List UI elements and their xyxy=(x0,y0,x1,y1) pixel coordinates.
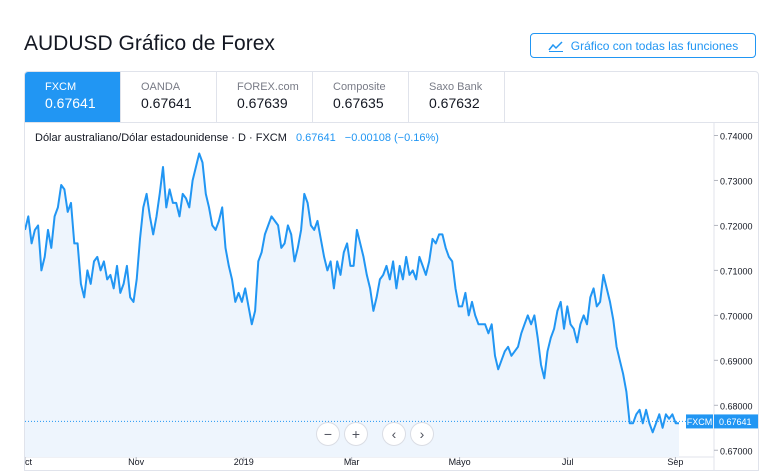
page-title: AUDUSD Gráfico de Forex xyxy=(24,32,275,55)
series-name-label: FXCM xyxy=(687,417,713,427)
legend-change: −0.00108 (−0.16%) xyxy=(344,132,439,144)
minus-icon: − xyxy=(323,426,333,442)
tab-name: FOREX.com xyxy=(237,81,299,93)
series-name-badge xyxy=(686,414,713,429)
price-area xyxy=(25,153,679,457)
zoom-out-button[interactable]: − xyxy=(317,423,339,445)
scroll-right-button[interactable]: › xyxy=(411,423,433,445)
tab-forex-com[interactable]: FOREX.com 0.67639 xyxy=(217,72,313,122)
chart-controls: − + ‹ › xyxy=(317,423,433,445)
broker-tabs: FXCM 0.67641 OANDA 0.67641 FOREX.com 0.6… xyxy=(25,72,505,122)
scroll-left-button[interactable]: ‹ xyxy=(383,423,405,445)
price-line xyxy=(25,152,679,434)
chart-line-icon xyxy=(548,40,563,52)
full-chart-label: Gráfico con todas las funciones xyxy=(570,38,739,53)
last-price-badge xyxy=(714,414,758,429)
tab-name: FXCM xyxy=(45,81,77,93)
tab-fxcm[interactable]: FXCM 0.67641 xyxy=(25,72,121,122)
y-tick-label: 0.72000 xyxy=(720,221,753,231)
y-tick-label: 0.73000 xyxy=(720,176,753,186)
tab-price: 0.67641 xyxy=(141,95,192,111)
tabs-divider xyxy=(25,122,758,123)
tab-price: 0.67641 xyxy=(45,95,96,111)
legend-symbol: Dólar australiano/Dólar estadounidense ·… xyxy=(35,132,287,144)
y-tick-label: 0.69000 xyxy=(720,356,753,366)
x-tick-label: Nov xyxy=(128,457,145,467)
last-price-label: 0.67641 xyxy=(719,417,752,427)
tab-price: 0.67635 xyxy=(333,95,384,111)
x-tick-label: 2019 xyxy=(234,457,254,467)
x-tick-label: Mayo xyxy=(449,457,471,467)
chevron-right-icon: › xyxy=(419,426,425,442)
y-tick-label: 0.70000 xyxy=(720,311,753,321)
chart-panel: FXCM 0.67641 OANDA 0.67641 FOREX.com 0.6… xyxy=(24,71,759,471)
x-tick-label: Mar xyxy=(344,457,360,467)
tab-name: Composite xyxy=(333,81,386,93)
tab-oanda[interactable]: OANDA 0.67641 xyxy=(121,72,217,122)
tab-name: Saxo Bank xyxy=(429,81,483,93)
y-tick-label: 0.67000 xyxy=(720,446,753,456)
x-tick-label: Jul xyxy=(562,457,574,467)
tab-price: 0.67639 xyxy=(237,95,288,111)
legend-last: 0.67641 xyxy=(295,132,336,144)
y-tick-label: 0.71000 xyxy=(720,266,753,276)
x-tick-label: Sep xyxy=(667,457,683,467)
price-chart[interactable]: 0.74000 0.73000 0.72000 0.71000 0.70000 0.690… xyxy=(25,72,759,471)
chart-legend: Dólar australiano/Dólar estadounidense ·… xyxy=(35,132,439,144)
zoom-in-button[interactable]: + xyxy=(345,423,367,445)
plus-icon: + xyxy=(351,426,361,442)
chevron-left-icon: ‹ xyxy=(391,426,397,442)
y-tick-label: 0.68000 xyxy=(720,401,753,411)
tab-saxo-bank[interactable]: Saxo Bank 0.67632 xyxy=(409,72,505,122)
x-tick-label: Oct xyxy=(25,457,32,467)
tab-composite[interactable]: Composite 0.67635 xyxy=(313,72,409,122)
full-chart-button[interactable]: Gráfico con todas las funciones xyxy=(530,33,756,58)
y-tick-label: 0.74000 xyxy=(720,131,753,141)
tab-price: 0.67632 xyxy=(429,95,480,111)
tab-name: OANDA xyxy=(141,81,181,93)
